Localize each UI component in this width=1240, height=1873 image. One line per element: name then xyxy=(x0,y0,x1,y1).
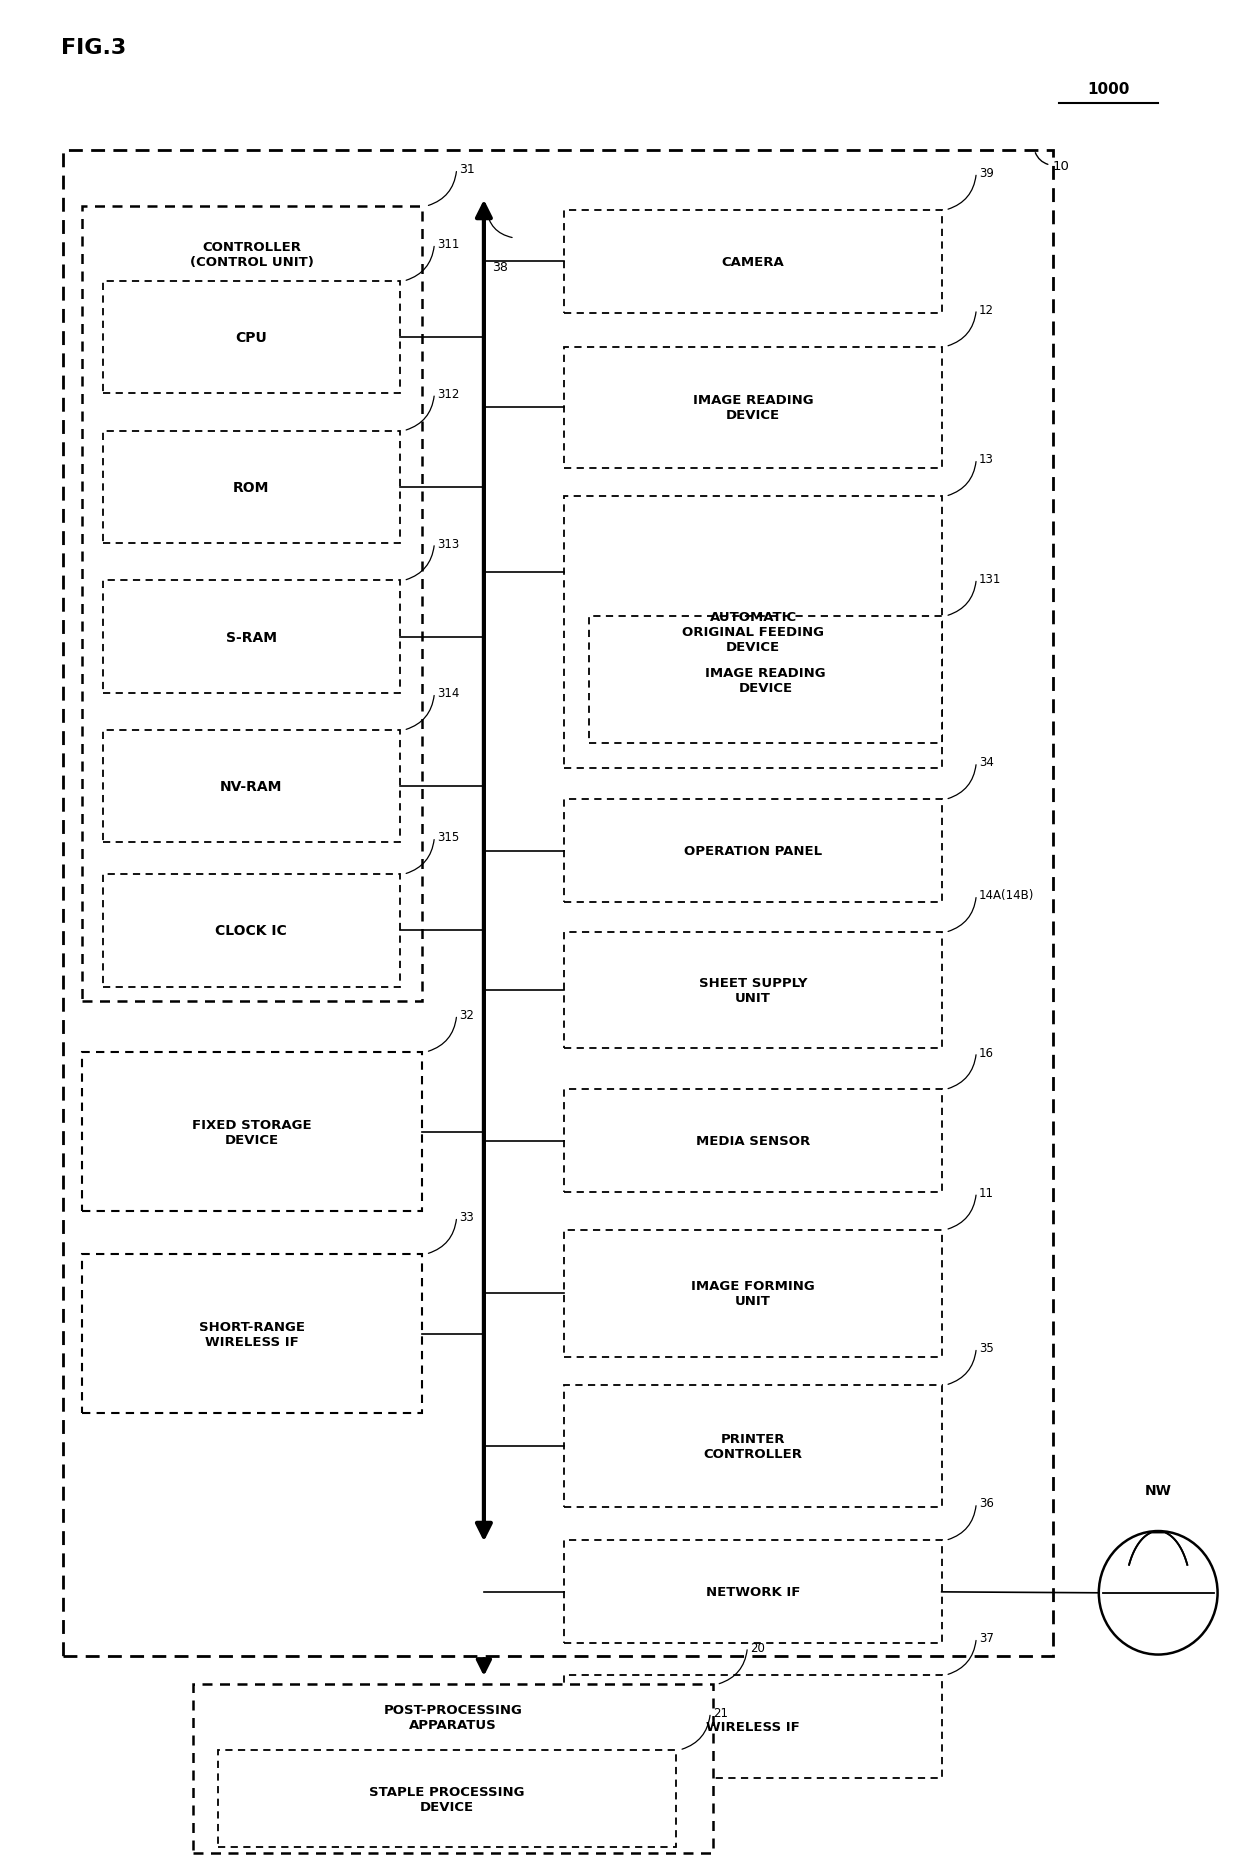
Bar xyxy=(218,1749,676,1847)
Text: NETWORK IF: NETWORK IF xyxy=(706,1586,800,1598)
Text: CONTROLLER
(CONTROL UNIT): CONTROLLER (CONTROL UNIT) xyxy=(190,242,314,268)
Text: 37: 37 xyxy=(978,1631,993,1644)
Ellipse shape xyxy=(1099,1532,1218,1654)
Bar xyxy=(103,730,399,843)
Text: WIRELESS IF: WIRELESS IF xyxy=(706,1719,800,1733)
Bar xyxy=(589,616,941,744)
Text: IMAGE READING
DEVICE: IMAGE READING DEVICE xyxy=(706,667,826,695)
Text: 10: 10 xyxy=(1053,159,1070,172)
Text: STAPLE PROCESSING
DEVICE: STAPLE PROCESSING DEVICE xyxy=(370,1785,525,1813)
Bar xyxy=(564,800,941,903)
Bar xyxy=(564,1090,941,1193)
Text: 39: 39 xyxy=(978,167,993,180)
Bar xyxy=(564,1674,941,1777)
Bar xyxy=(103,283,399,393)
Text: CLOCK IC: CLOCK IC xyxy=(216,923,288,938)
Text: 34: 34 xyxy=(978,757,993,770)
Bar xyxy=(564,496,941,768)
Bar xyxy=(103,431,399,543)
Text: NV-RAM: NV-RAM xyxy=(221,779,283,794)
Bar xyxy=(82,1053,422,1212)
Text: S-RAM: S-RAM xyxy=(226,631,277,644)
Text: SHORT-RANGE
WIRELESS IF: SHORT-RANGE WIRELESS IF xyxy=(198,1320,305,1349)
Text: 38: 38 xyxy=(492,260,508,273)
Text: AUTOMATIC
ORIGINAL FEEDING
DEVICE: AUTOMATIC ORIGINAL FEEDING DEVICE xyxy=(682,611,825,654)
Text: 35: 35 xyxy=(978,1341,993,1354)
Text: 14A(14B): 14A(14B) xyxy=(978,890,1034,903)
Text: 314: 314 xyxy=(436,687,459,701)
Text: OPERATION PANEL: OPERATION PANEL xyxy=(684,845,822,858)
Bar xyxy=(564,933,941,1049)
Bar xyxy=(82,1255,422,1414)
Bar xyxy=(564,1231,941,1358)
Text: SHEET SUPPLY
UNIT: SHEET SUPPLY UNIT xyxy=(699,976,807,1004)
Bar xyxy=(103,581,399,693)
Text: 36: 36 xyxy=(978,1497,993,1510)
Bar xyxy=(103,875,399,987)
Text: PRINTER
CONTROLLER: PRINTER CONTROLLER xyxy=(703,1433,802,1461)
Text: 21: 21 xyxy=(713,1706,728,1719)
Bar xyxy=(564,347,941,468)
Text: IMAGE READING
DEVICE: IMAGE READING DEVICE xyxy=(693,393,813,421)
Text: 33: 33 xyxy=(459,1210,474,1223)
Text: 13: 13 xyxy=(978,453,993,466)
Text: 312: 312 xyxy=(436,388,459,401)
Bar xyxy=(193,1684,713,1852)
Text: FIXED STORAGE
DEVICE: FIXED STORAGE DEVICE xyxy=(192,1118,311,1146)
Text: 131: 131 xyxy=(978,573,1001,586)
Text: 32: 32 xyxy=(459,1008,474,1021)
Text: 12: 12 xyxy=(978,303,993,317)
Text: MEDIA SENSOR: MEDIA SENSOR xyxy=(696,1135,810,1148)
Text: 31: 31 xyxy=(459,163,475,176)
Text: 315: 315 xyxy=(436,832,459,845)
Text: 313: 313 xyxy=(436,538,459,551)
Bar xyxy=(82,208,422,1002)
Text: CAMERA: CAMERA xyxy=(722,257,785,270)
Text: 16: 16 xyxy=(978,1045,993,1058)
Text: POST-PROCESSING
APPARATUS: POST-PROCESSING APPARATUS xyxy=(383,1703,522,1731)
Text: FIG.3: FIG.3 xyxy=(61,37,126,58)
Text: 1000: 1000 xyxy=(1087,82,1130,97)
Bar xyxy=(564,1386,941,1508)
Text: ROM: ROM xyxy=(233,481,269,494)
Bar xyxy=(564,1541,941,1643)
Bar xyxy=(63,152,1053,1656)
Text: 311: 311 xyxy=(436,238,459,251)
Text: 20: 20 xyxy=(750,1641,765,1654)
Text: NW: NW xyxy=(1145,1483,1172,1498)
Text: IMAGE FORMING
UNIT: IMAGE FORMING UNIT xyxy=(691,1279,815,1307)
Bar xyxy=(564,212,941,313)
Text: CPU: CPU xyxy=(236,332,267,345)
Text: 11: 11 xyxy=(978,1186,993,1199)
